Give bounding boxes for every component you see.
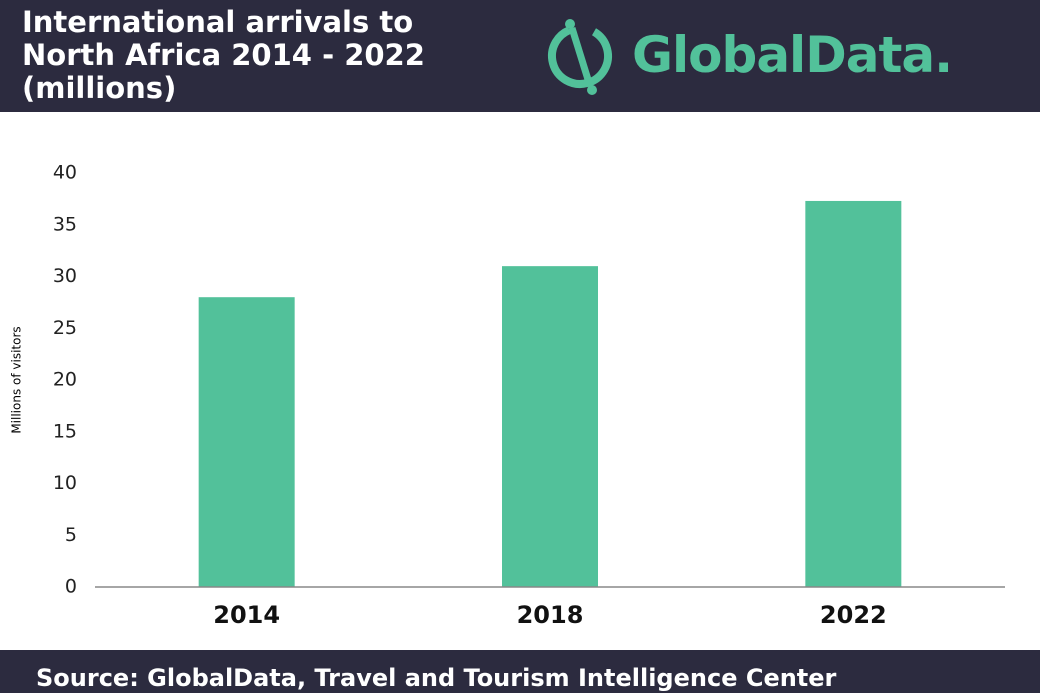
y-tick-label: 25 <box>53 317 77 339</box>
chart-title: International arrivals to North Africa 2… <box>22 5 425 105</box>
y-axis-label: Millions of visitors <box>10 326 24 433</box>
y-tick-label: 15 <box>53 420 77 442</box>
x-tick-label: 2022 <box>820 601 887 629</box>
chart: Millions of visitors 0 5 10 15 20 25 30 35 40 201… <box>10 162 1005 629</box>
y-tick-label: 0 <box>65 576 77 598</box>
source: Source: GlobalData, Travel and Tourism I… <box>36 664 837 692</box>
bar <box>805 200 902 587</box>
footer: Source: GlobalData, Travel and Tourism I… <box>0 650 1040 693</box>
logo-icon <box>548 19 612 95</box>
y-tick-label: 35 <box>53 213 77 235</box>
y-tick-label: 10 <box>53 472 77 494</box>
bar <box>502 266 598 587</box>
logo: GlobalData. <box>632 26 953 84</box>
x-tick-label: 2018 <box>517 601 584 629</box>
x-tick-label: 2014 <box>213 601 280 629</box>
bar <box>198 297 295 587</box>
y-tick-label: 5 <box>65 524 77 546</box>
y-tick-label: 30 <box>53 265 77 287</box>
header: International arrivals to North Africa 2… <box>0 0 1040 112</box>
y-tick-label: 40 <box>53 162 77 184</box>
y-tick-label: 20 <box>53 369 77 391</box>
